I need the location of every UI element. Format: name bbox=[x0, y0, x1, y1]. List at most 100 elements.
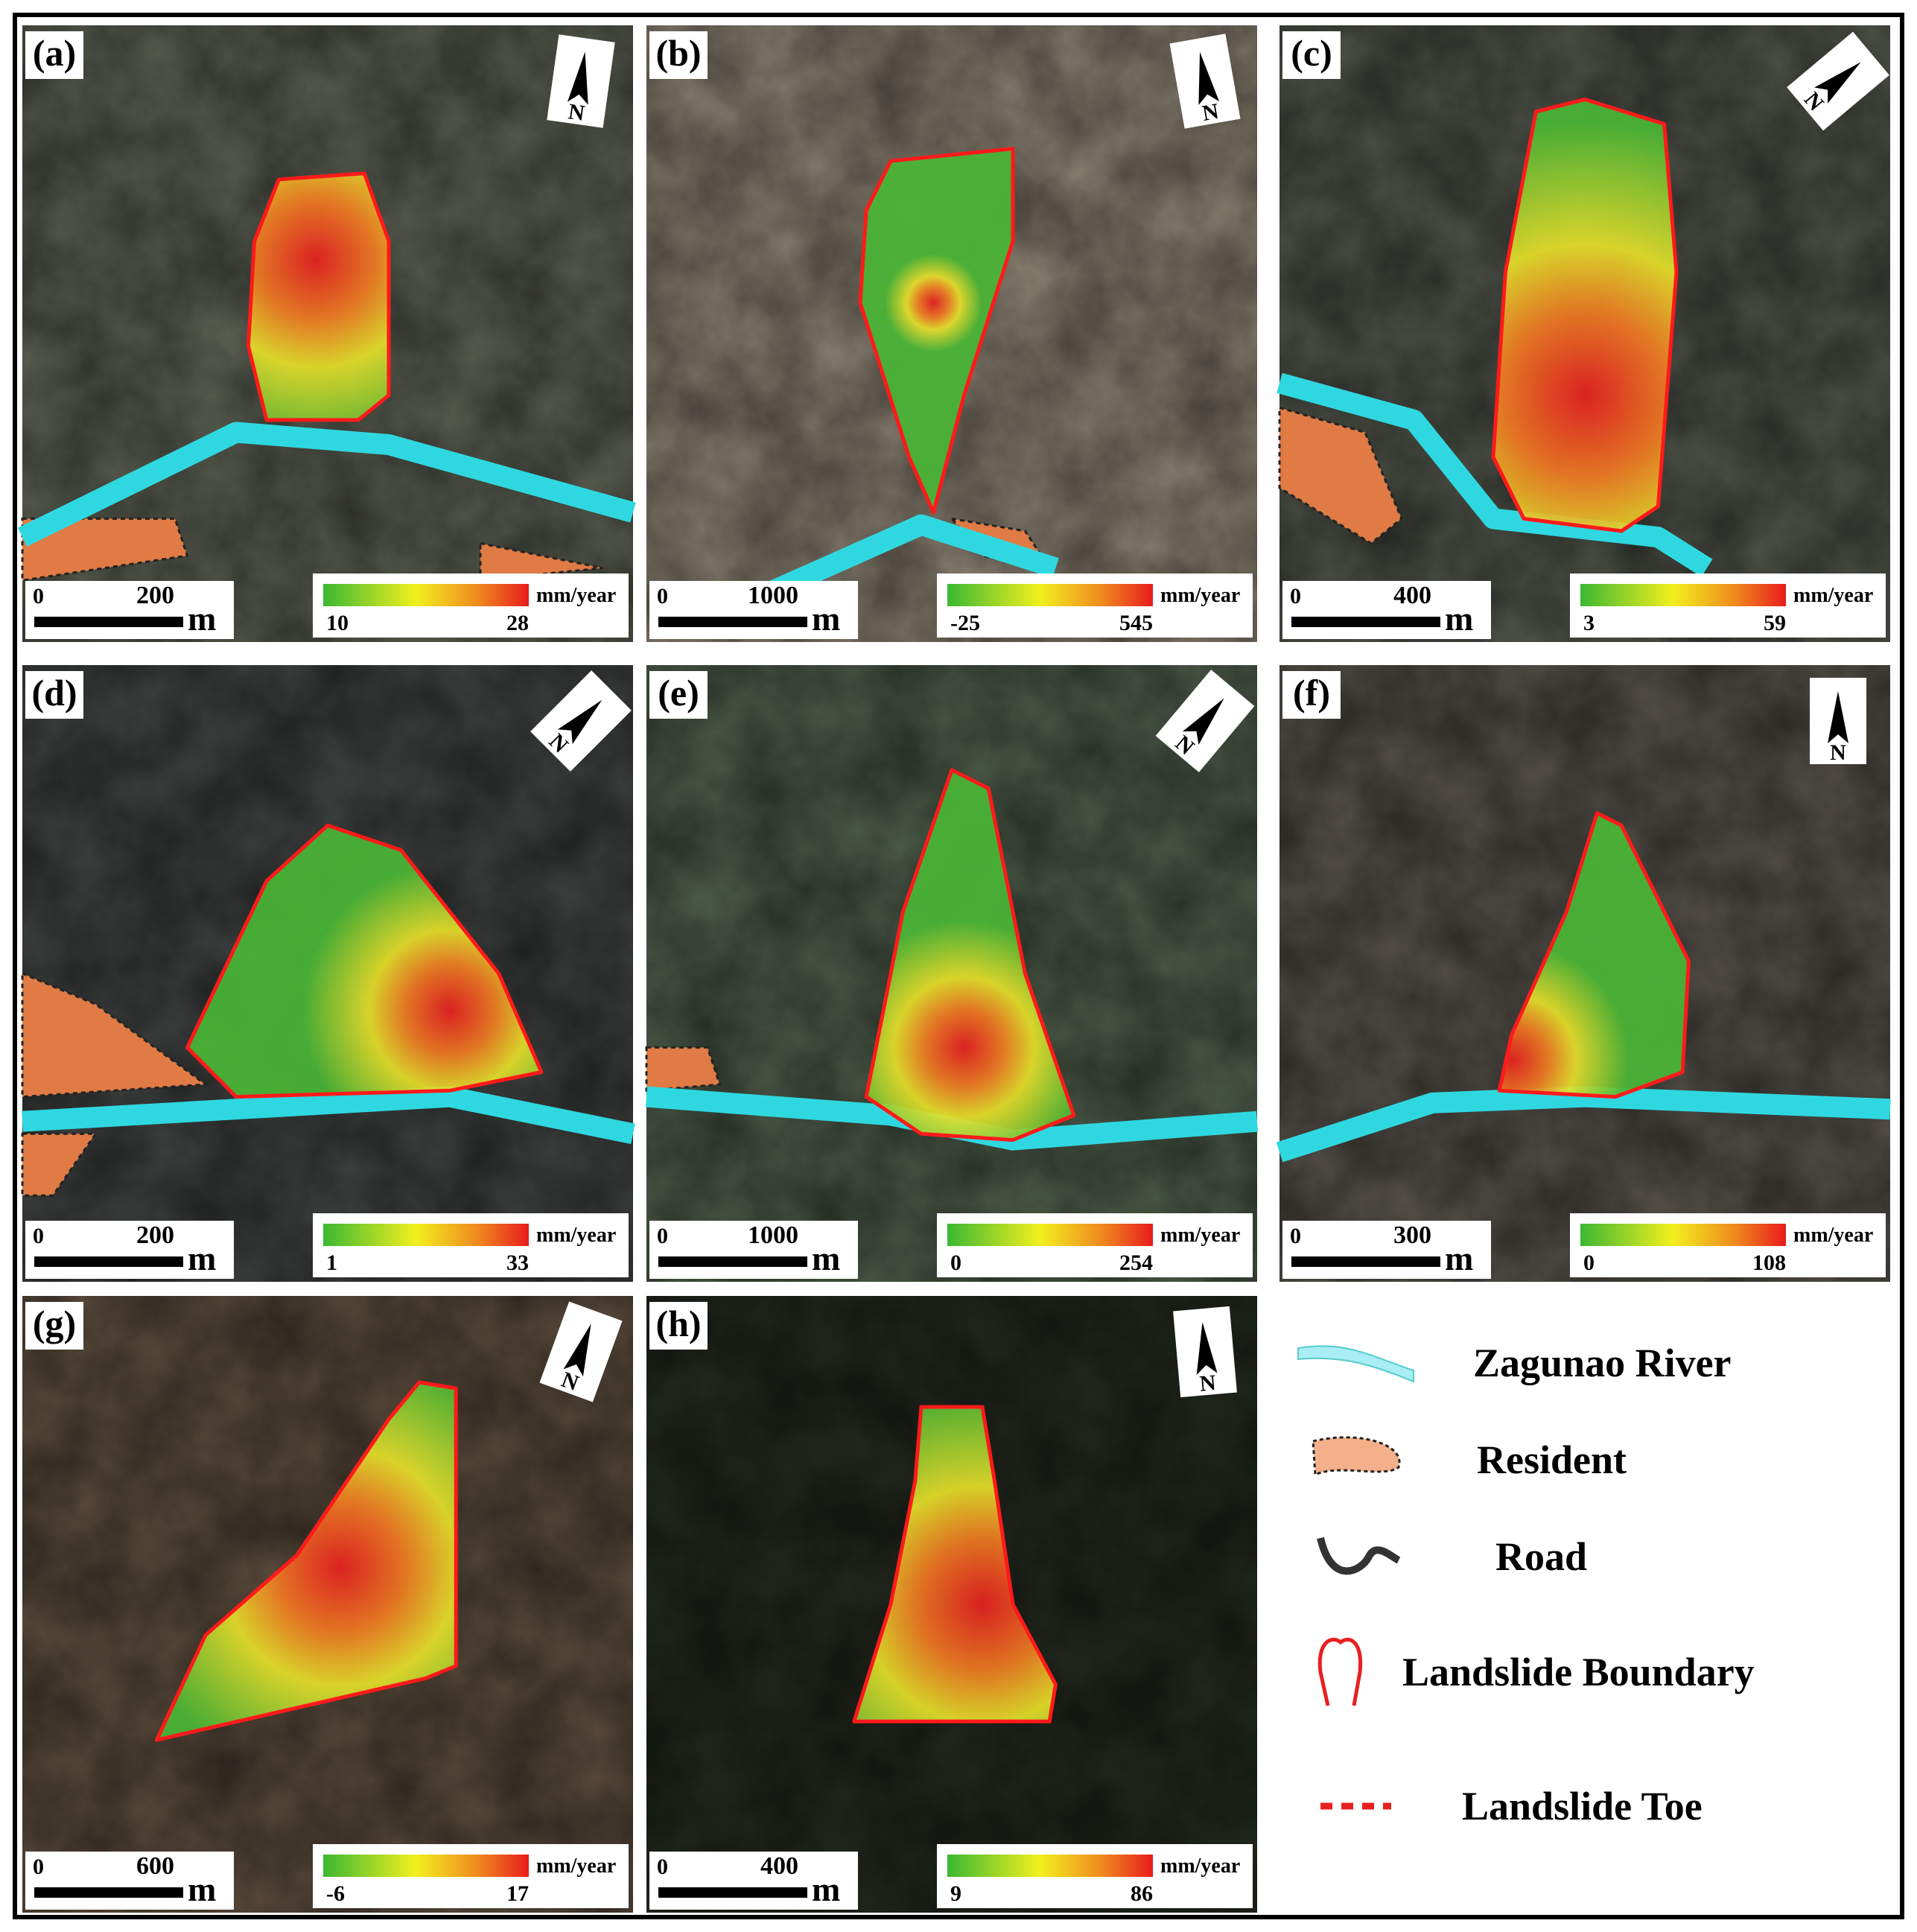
map-panel: (d) N 0 200 m mm/year 1 33 bbox=[21, 665, 635, 1282]
resident-area bbox=[21, 517, 189, 582]
colorbar-unit: mm/year bbox=[1160, 1855, 1240, 1878]
scale-bar-unit: m bbox=[812, 600, 840, 638]
north-label: N bbox=[1198, 1370, 1217, 1396]
map-panel: (a) N 0 200 m mm/year 10 28 bbox=[17, 25, 636, 642]
scale-bar-box bbox=[25, 1221, 234, 1279]
scale-bar-label: 1000 bbox=[748, 1221, 798, 1249]
north-arrow-head bbox=[563, 1324, 591, 1376]
colorbar-min: -25 bbox=[950, 611, 980, 635]
legend-label: Zagunao River bbox=[1473, 1341, 1732, 1385]
scale-bar-box bbox=[649, 1852, 858, 1910]
scale-bar-label: 200 bbox=[136, 582, 174, 609]
colorbar-unit: mm/year bbox=[536, 584, 616, 607]
legend-label: Landslide Boundary bbox=[1402, 1650, 1755, 1694]
landslide bbox=[1497, 811, 1691, 1099]
resident-area bbox=[21, 971, 209, 1099]
colorbar-max: 86 bbox=[1131, 1881, 1153, 1906]
colorbar bbox=[947, 1855, 1153, 1877]
colorbar-unit: mm/year bbox=[1793, 1224, 1873, 1247]
scale-bar-unit: m bbox=[188, 600, 216, 638]
north-arrow: N bbox=[547, 34, 615, 128]
scale-bar-box bbox=[1282, 1221, 1491, 1279]
scale-bar-box bbox=[25, 1852, 234, 1910]
colorbar-unit: mm/year bbox=[1793, 584, 1873, 607]
legend: Zagunao River Resident Road Landslide Bound… bbox=[1297, 1341, 1755, 1828]
north-arrow: N bbox=[1169, 34, 1241, 129]
panel-label: (h) bbox=[655, 1303, 701, 1344]
panel-label: (g) bbox=[33, 1303, 76, 1344]
scale-bar bbox=[658, 1256, 807, 1267]
panel-label: (f) bbox=[1293, 672, 1330, 714]
colorbar-min: -6 bbox=[326, 1881, 345, 1906]
north-arrow-head bbox=[1198, 51, 1219, 105]
scale-bar-unit: m bbox=[1445, 600, 1473, 638]
panel-label-box bbox=[1282, 31, 1341, 79]
colorbar-min: 0 bbox=[1583, 1251, 1595, 1275]
scale-bar-box bbox=[1282, 581, 1491, 639]
landslide bbox=[246, 171, 391, 422]
legend-boundary-icon bbox=[1317, 1637, 1363, 1706]
landslide bbox=[185, 823, 544, 1099]
river bbox=[1277, 372, 1713, 577]
colorbar-max: 28 bbox=[506, 611, 529, 635]
legend-label: Road bbox=[1495, 1534, 1587, 1579]
colorbar-unit: mm/year bbox=[1160, 584, 1240, 607]
scale-bar-label: 0 bbox=[1290, 584, 1301, 608]
north-label: N bbox=[1830, 740, 1846, 765]
north-arrow: N bbox=[1173, 1306, 1237, 1398]
scale-bar bbox=[34, 617, 183, 627]
panel-label: (e) bbox=[658, 672, 699, 714]
resident-area bbox=[645, 1046, 722, 1092]
panel-label-box bbox=[649, 671, 708, 719]
colorbar-min: 0 bbox=[950, 1251, 961, 1275]
north-arrow-head bbox=[557, 699, 603, 745]
panel-label-box bbox=[25, 31, 83, 79]
colorbar bbox=[1580, 1224, 1786, 1246]
river bbox=[17, 422, 636, 547]
figure-border bbox=[13, 13, 1904, 1919]
north-arrow-head bbox=[1828, 691, 1848, 743]
landslide bbox=[852, 1405, 1058, 1723]
colorbar-unit: mm/year bbox=[536, 1224, 616, 1247]
colorbar-max: 17 bbox=[506, 1881, 529, 1906]
map-panel: (h) N 0 400 m mm/year 9 86 bbox=[646, 1296, 1257, 1913]
legend-resident-icon bbox=[1312, 1436, 1401, 1477]
colorbar-min: 10 bbox=[326, 611, 349, 635]
scale-bar-label: 1000 bbox=[748, 582, 798, 609]
legend-label: Landslide Toe bbox=[1462, 1784, 1703, 1828]
scale-bar-label: 0 bbox=[33, 1855, 44, 1879]
scale-bar-label: 300 bbox=[1393, 1221, 1431, 1249]
landslide bbox=[858, 147, 1015, 515]
north-arrow-head bbox=[1814, 62, 1861, 104]
scale-bar-unit: m bbox=[188, 1870, 216, 1908]
north-label: N bbox=[567, 99, 586, 126]
colorbar-min: 3 bbox=[1583, 611, 1595, 635]
scale-bar-label: 0 bbox=[33, 584, 44, 608]
landslide bbox=[154, 1380, 458, 1742]
river bbox=[1276, 1086, 1891, 1163]
scale-bar-box bbox=[25, 581, 234, 639]
scale-bar-unit: m bbox=[1445, 1239, 1473, 1277]
legend-label: Resident bbox=[1477, 1437, 1627, 1482]
landslide bbox=[864, 768, 1076, 1143]
north-arrow-head bbox=[1196, 1322, 1218, 1376]
scale-bar-label: 0 bbox=[1290, 1224, 1301, 1248]
scale-bar-box bbox=[649, 1221, 858, 1279]
scale-bar-label: 200 bbox=[136, 1221, 174, 1249]
scale-bar bbox=[34, 1887, 183, 1898]
scale-bar-box bbox=[649, 581, 858, 639]
scale-bar-label: 0 bbox=[657, 1224, 668, 1248]
scale-bar-label: 0 bbox=[657, 584, 668, 608]
panel-label-box bbox=[25, 1302, 83, 1350]
scale-bar bbox=[34, 1256, 183, 1267]
scale-bar-label: 0 bbox=[33, 1224, 44, 1248]
scale-bar-label: 0 bbox=[657, 1855, 668, 1879]
map-panel: (f) N 0 300 m mm/year 0 108 bbox=[1276, 665, 1891, 1282]
scale-bar-unit: m bbox=[188, 1239, 216, 1277]
scale-bar-unit: m bbox=[812, 1870, 840, 1908]
colorbar-unit: mm/year bbox=[1160, 1224, 1240, 1247]
river bbox=[22, 1086, 635, 1145]
resident-area bbox=[1278, 406, 1403, 545]
